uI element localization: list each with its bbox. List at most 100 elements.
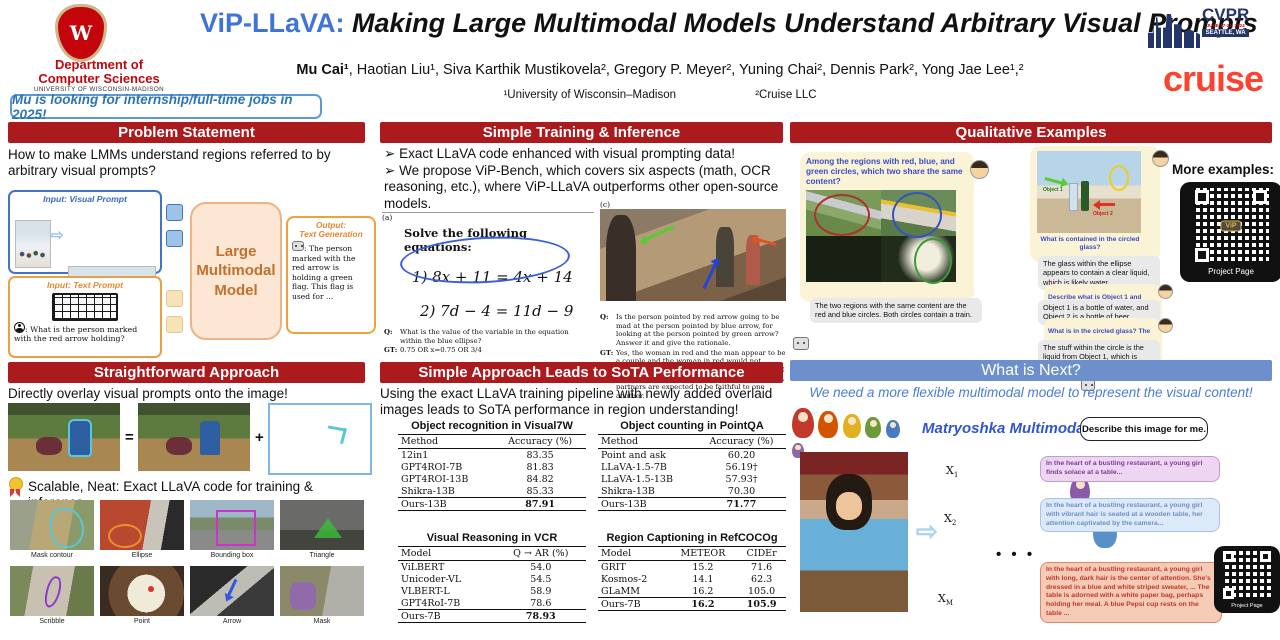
table-header-cell: METEOR xyxy=(668,546,738,561)
keyboard-icon xyxy=(52,293,118,321)
prompt-type-grid: Mask contour Ellipse Bounding box Triang… xyxy=(8,500,368,636)
table-vcr: Visual Reasoning in VCR Model Q → AR (%) Vi… xyxy=(398,532,586,623)
medal-icon xyxy=(8,477,23,497)
scribble-image xyxy=(10,566,94,616)
text-prompt-question: : What is the person marked with the red… xyxy=(14,322,156,344)
table-row: Unicoder-VL 54.5 xyxy=(398,573,586,585)
table-cell: 105.9 xyxy=(737,597,786,611)
bullet1-text: Exact LLaVA code enhanced with visual pr… xyxy=(399,146,736,161)
project-page-qr-2: Project Page xyxy=(1214,546,1280,613)
matryoshka-dolls-row xyxy=(792,408,912,458)
table-title: Visual Reasoning in VCR xyxy=(426,532,558,544)
output-label-2: Text Generation xyxy=(299,229,363,240)
matryoshka-doll-icon xyxy=(865,417,882,438)
matryoshka-doll-icon xyxy=(842,414,861,438)
bakery-image xyxy=(600,209,786,301)
table-header-cell: CIDEr xyxy=(737,546,786,561)
player-blob xyxy=(166,437,192,455)
bullet2-text: We propose ViP-Bench, which covers six a… xyxy=(384,163,779,211)
table-cell: 58.9 xyxy=(530,585,552,597)
crest-letter: W xyxy=(69,21,93,45)
table-cell: GRIT xyxy=(601,561,626,573)
table-row: GLaMM 16.2 105.0 xyxy=(598,585,786,598)
arrow-image xyxy=(190,566,274,616)
job-note-text: Mu is looking for internship/full-time j… xyxy=(12,91,293,122)
robot-icon xyxy=(292,241,304,252)
uw-dept-block: Department of Computer Sciences UNIVERSI… xyxy=(8,58,190,93)
table-cell: Shikra-13B xyxy=(601,485,655,497)
table-cell: 12in1 xyxy=(401,449,429,461)
table-row: Shikra-13B 70.30 xyxy=(598,485,786,498)
grid-caption: Arrow xyxy=(222,618,242,625)
fig-a-label: (a) xyxy=(382,213,393,222)
mask-overlay xyxy=(290,582,316,610)
grid-caption: Bounding box xyxy=(210,552,254,559)
bullet-icon: ➢ xyxy=(384,146,396,161)
red-arrow-icon xyxy=(1099,203,1115,206)
qr-finder xyxy=(1223,588,1234,599)
x2-caption-bubble: In the heart of a bustling restaurant, a… xyxy=(1040,498,1220,533)
equation-2: 2) 7d − 4 = 11d − 9 xyxy=(420,302,574,320)
table-header-cell: Method xyxy=(398,434,495,449)
point-image xyxy=(100,566,184,616)
table-cell: Unicoder-VL xyxy=(401,573,462,585)
qr-finder xyxy=(1253,190,1267,204)
text-token-square xyxy=(166,316,183,333)
table-cell: 57.93† xyxy=(725,473,758,485)
table-cell: 78.93 xyxy=(495,609,586,623)
visual-prompt-box: Input: Visual Prompt ⇨ xyxy=(8,190,162,326)
snow-photo-small xyxy=(15,220,51,268)
flow-arrow-icon: ⇨ xyxy=(916,516,938,546)
matryoshka-doll-icon xyxy=(818,411,839,438)
mask-contour-image xyxy=(10,500,94,550)
qr-caption: Project Page xyxy=(1231,603,1263,609)
table-cell: 16.2 xyxy=(692,585,714,597)
cvpr-location: SEATTLE, WA xyxy=(1202,29,1250,37)
x1-caption-bubble: In the heart of a bustling restaurant, a… xyxy=(1040,456,1220,482)
cvpr-skyline-icon xyxy=(1148,14,1200,48)
xm-caption-bubble: In the heart of a bustling restaurant, a… xyxy=(1040,562,1222,623)
output-text: : The person marked with the red arrow i… xyxy=(292,241,370,301)
table-cell: Ours-13B xyxy=(598,497,698,511)
grid-caption: Point xyxy=(134,618,150,625)
q-label: Q: xyxy=(384,328,393,336)
gt-label: GT: xyxy=(600,348,614,357)
authors-line: Mu Cai¹, Haotian Liu¹, Siva Karthik Must… xyxy=(200,62,1120,78)
equation-1: 1) 8x + 11 = 4x + 14 xyxy=(412,268,573,286)
qr-finder xyxy=(1195,248,1209,262)
plus-sign: + xyxy=(255,429,264,446)
table-cell: 71.6 xyxy=(751,561,773,573)
collage-quad-plant xyxy=(806,235,881,282)
purple-doll-icon xyxy=(1070,477,1091,504)
x1-sub: 1 xyxy=(953,471,959,480)
math-gt: 0.75 OR x=0.75 OR 3/4 xyxy=(400,346,482,355)
object2-label: Object 2 xyxy=(1093,211,1113,217)
triangle-image xyxy=(280,500,364,550)
table-cell: 78.6 xyxy=(530,597,552,609)
table-header-cell: Model xyxy=(398,546,496,561)
authors-rest: , Haotian Liu¹, Siva Karthik Mustikovela… xyxy=(348,62,1024,78)
girl-face xyxy=(836,492,862,520)
table-row: ViLBERT 54.0 xyxy=(398,561,586,574)
user-avatar-icon xyxy=(1158,318,1173,333)
sota-subtitle: Using the exact LLaVA training pipeline … xyxy=(380,386,773,418)
triangle-overlay xyxy=(314,518,342,538)
grid-caption: Mask xyxy=(313,618,331,625)
table-cell: 105.0 xyxy=(748,585,776,597)
text-token-square xyxy=(166,290,183,307)
robot-avatar-icon xyxy=(793,337,809,350)
qr-caption: Project Page xyxy=(1208,267,1254,276)
dept-line1: Department of xyxy=(54,57,144,72)
visual-prompt-label: Input: Visual Prompt xyxy=(43,194,127,204)
training-bullet-2: ➢ We propose ViP-Bench, which covers six… xyxy=(384,163,786,212)
text-prompt-label: Input: Text Prompt xyxy=(46,280,124,290)
bounding-box-image xyxy=(190,500,274,550)
what-next-header: What is Next? xyxy=(790,360,1272,381)
table-cell: LLaVA-1.5-13B xyxy=(601,473,673,485)
table-cell: ViLBERT xyxy=(401,561,445,573)
table-row: Ours-13B 71.77 xyxy=(598,497,786,511)
table-cell: 56.19† xyxy=(725,461,758,473)
dept-line2: Computer Sciences xyxy=(38,70,160,86)
table-cell: GPT4ROI-13B xyxy=(401,473,469,485)
title-prefix: ViP-LLaVA: xyxy=(200,8,345,38)
